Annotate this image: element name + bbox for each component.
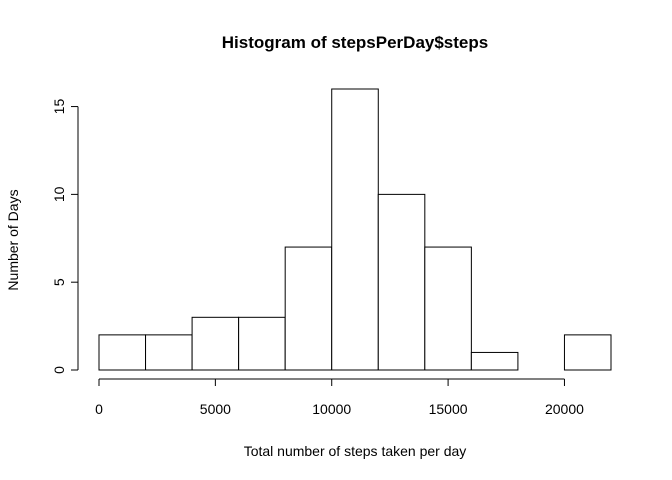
x-tick-label: 0: [95, 401, 103, 417]
histogram-bar: [470, 351, 519, 371]
y-tick-label: 0: [51, 366, 67, 374]
y-axis: 0 5 10 15: [51, 99, 79, 374]
x-tick-label: 20000: [545, 401, 584, 417]
y-tick-label: 15: [51, 99, 67, 115]
histogram-bar: [377, 193, 426, 371]
histogram-bar: [191, 316, 240, 371]
histogram-bar: [331, 88, 379, 371]
y-tick-label: 10: [51, 186, 67, 202]
histogram-bar: [145, 334, 193, 371]
y-tick-label: 5: [51, 278, 67, 286]
histogram-bar: [424, 246, 472, 371]
x-tick-label: 15000: [429, 401, 468, 417]
y-axis-label: Number of Days: [5, 189, 21, 290]
x-tick-label: 5000: [200, 401, 231, 417]
histogram-bar: [98, 334, 147, 371]
histogram-bar: [563, 334, 612, 371]
histogram-bar: [238, 316, 286, 371]
x-axis-label: Total number of steps taken per day: [244, 443, 467, 459]
x-axis: 0 5000 10000 15000 20000: [95, 378, 584, 417]
chart-title: Histogram of stepsPerDay$steps: [222, 33, 488, 52]
bars-group: [98, 88, 612, 371]
x-tick-label: 10000: [312, 401, 351, 417]
histogram-bar: [284, 246, 333, 371]
